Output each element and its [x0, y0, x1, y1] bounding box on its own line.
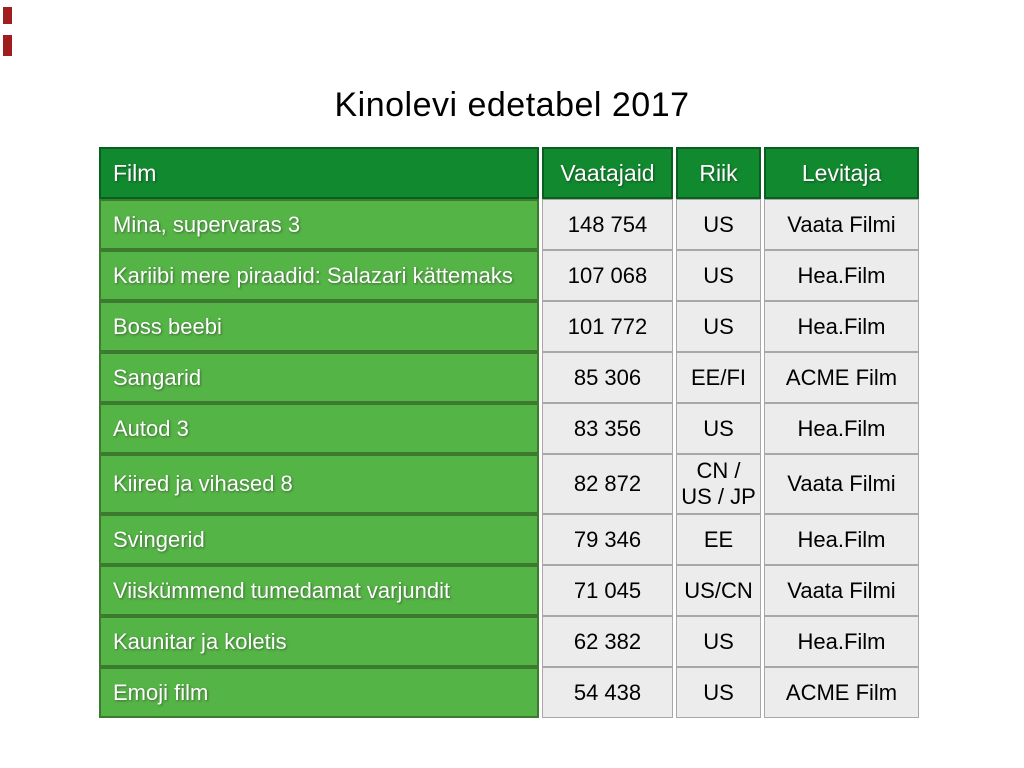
film-name-cell: Kariibi mere piraadid: Salazari kättemak…	[99, 250, 539, 301]
distributor-cell: Vaata Filmi	[764, 454, 919, 514]
film-name-cell: Mina, supervaras 3	[99, 199, 539, 250]
film-name-cell: Autod 3	[99, 403, 539, 454]
table-row: Kiired ja vihased 8 82 872 CN / US / JP …	[99, 454, 919, 514]
distributor-cell: ACME Film	[764, 667, 919, 718]
column-header-riik: Riik	[676, 147, 761, 199]
table-header-row: Film Vaatajaid Riik Levitaja	[99, 147, 919, 199]
table-row: Sangarid 85 306 EE/FI ACME Film	[99, 352, 919, 403]
country-cell: US	[676, 667, 761, 718]
distributor-cell: Hea.Film	[764, 403, 919, 454]
red-corner-mark-top	[3, 7, 12, 24]
film-name-cell: Kaunitar ja koletis	[99, 616, 539, 667]
country-cell: EE/FI	[676, 352, 761, 403]
table-row: Viiskümmend tumedamat varjundit 71 045 U…	[99, 565, 919, 616]
film-name-cell: Emoji film	[99, 667, 539, 718]
table-row: Emoji film 54 438 US ACME Film	[99, 667, 919, 718]
table-row: Boss beebi 101 772 US Hea.Film	[99, 301, 919, 352]
viewers-cell: 71 045	[542, 565, 673, 616]
film-name-cell: Viiskümmend tumedamat varjundit	[99, 565, 539, 616]
viewers-cell: 85 306	[542, 352, 673, 403]
country-cell: US	[676, 301, 761, 352]
distributor-cell: Hea.Film	[764, 616, 919, 667]
box-office-table: Film Vaatajaid Riik Levitaja Mina, super…	[96, 147, 922, 718]
country-cell: US/CN	[676, 565, 761, 616]
viewers-cell: 54 438	[542, 667, 673, 718]
viewers-cell: 79 346	[542, 514, 673, 565]
viewers-cell: 101 772	[542, 301, 673, 352]
distributor-cell: Vaata Filmi	[764, 565, 919, 616]
table-row: Svingerid 79 346 EE Hea.Film	[99, 514, 919, 565]
film-name-cell: Kiired ja vihased 8	[99, 454, 539, 514]
table-row: Kariibi mere piraadid: Salazari kättemak…	[99, 250, 919, 301]
table-row: Autod 3 83 356 US Hea.Film	[99, 403, 919, 454]
country-cell: US	[676, 250, 761, 301]
distributor-cell: Hea.Film	[764, 514, 919, 565]
country-cell: US	[676, 199, 761, 250]
page-title: Kinolevi edetabel 2017	[334, 86, 690, 124]
distributor-cell: Hea.Film	[764, 250, 919, 301]
viewers-cell: 62 382	[542, 616, 673, 667]
film-name-cell: Boss beebi	[99, 301, 539, 352]
country-cell: EE	[676, 514, 761, 565]
country-cell: US	[676, 403, 761, 454]
column-header-vaatajaid: Vaatajaid	[542, 147, 673, 199]
viewers-cell: 107 068	[542, 250, 673, 301]
distributor-cell: Vaata Filmi	[764, 199, 919, 250]
distributor-cell: Hea.Film	[764, 301, 919, 352]
viewers-cell: 82 872	[542, 454, 673, 514]
column-header-levitaja: Levitaja	[764, 147, 919, 199]
country-cell: CN / US / JP	[676, 454, 761, 514]
film-name-cell: Sangarid	[99, 352, 539, 403]
table-row: Kaunitar ja koletis 62 382 US Hea.Film	[99, 616, 919, 667]
country-cell: US	[676, 616, 761, 667]
red-corner-mark-bottom	[3, 35, 12, 56]
viewers-cell: 148 754	[542, 199, 673, 250]
distributor-cell: ACME Film	[764, 352, 919, 403]
viewers-cell: 83 356	[542, 403, 673, 454]
table-row: Mina, supervaras 3 148 754 US Vaata Film…	[99, 199, 919, 250]
film-name-cell: Svingerid	[99, 514, 539, 565]
column-header-film: Film	[99, 147, 539, 199]
